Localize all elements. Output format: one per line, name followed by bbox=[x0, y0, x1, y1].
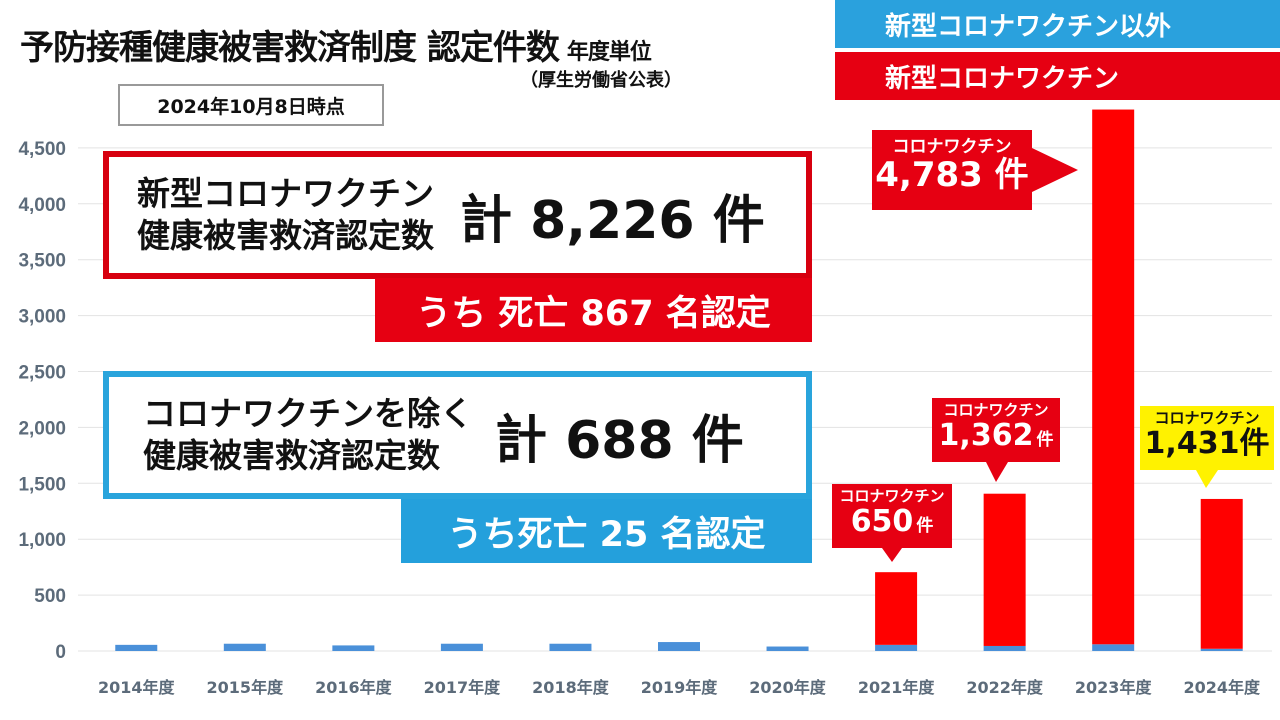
callout-2022: コロナワクチン 1,362 件 bbox=[932, 398, 1060, 462]
x-tick-label: 2014年度 bbox=[98, 678, 176, 697]
summary-covid-label-line2: 健康被害救済認定数 bbox=[137, 216, 434, 255]
callout-2024-label: コロナワクチン bbox=[1154, 409, 1260, 427]
summary-covid-total: 計 8,226 件 bbox=[460, 190, 765, 251]
x-tick-label: 2018年度 bbox=[532, 678, 610, 697]
callout-2022-value: 1,362 bbox=[938, 417, 1034, 453]
x-tick-label: 2015年度 bbox=[207, 678, 285, 697]
y-tick-label: 3,000 bbox=[18, 307, 66, 328]
legend-item-covid: 新型コロナワクチン bbox=[835, 52, 1280, 100]
x-tick-label: 2019年度 bbox=[641, 678, 719, 697]
x-tick-label: 2017年度 bbox=[424, 678, 502, 697]
callout-pointer-2022 bbox=[986, 462, 1008, 482]
summary-box-covid: 新型コロナワクチン 健康被害救済認定数 計 8,226 件 bbox=[103, 151, 812, 279]
bar-non-covid bbox=[1200, 648, 1243, 651]
summary-non-covid-label: コロナワクチンを除く 健康被害救済認定数 bbox=[143, 393, 473, 477]
x-axis-ticks: 2014年度 2015年度 2016年度 2017年度 2018年度 2019年度 2020… bbox=[98, 678, 1261, 697]
callout-2021-label: コロナワクチン bbox=[839, 487, 945, 505]
bar-covid bbox=[875, 572, 918, 645]
callout-2021-value: 650 bbox=[850, 503, 914, 539]
y-tick-label: 4,000 bbox=[18, 195, 66, 216]
summary-box-non-covid: コロナワクチンを除く 健康被害救済認定数 計 688 件 bbox=[103, 371, 812, 499]
callout-2021: コロナワクチン 650 件 bbox=[832, 484, 952, 548]
bar-non-covid bbox=[115, 644, 158, 651]
bars bbox=[115, 109, 1243, 651]
y-tick-label: 4,500 bbox=[18, 139, 66, 160]
callout-pointer-2023 bbox=[1032, 148, 1078, 192]
callout-2021-unit: 件 bbox=[916, 515, 934, 536]
bar-non-covid bbox=[658, 642, 700, 651]
bar-non-covid bbox=[440, 643, 483, 651]
callout-2023: コロナワクチン 4,783 件 bbox=[872, 130, 1032, 210]
callout-2023-label: コロナワクチン bbox=[892, 137, 1012, 157]
bar-covid bbox=[983, 493, 1026, 646]
summary-non-covid-label-line1: コロナワクチンを除く bbox=[143, 393, 473, 433]
callout-pointer-2024 bbox=[1196, 470, 1218, 488]
y-tick-label: 1,000 bbox=[18, 530, 66, 551]
y-tick-label: 2,000 bbox=[18, 418, 66, 439]
bar-non-covid bbox=[875, 644, 918, 651]
callout-2021-value-wrap: 650 件 bbox=[832, 505, 952, 538]
y-tick-label: 1,500 bbox=[18, 474, 66, 495]
bar-covid bbox=[1200, 498, 1243, 649]
x-tick-label: 2016年度 bbox=[315, 678, 393, 697]
summary-covid-label-line1: 新型コロナワクチン bbox=[137, 173, 434, 213]
callout-2024-value: 1,431件 bbox=[1144, 425, 1270, 461]
callout-2022-label: コロナワクチン bbox=[943, 401, 1049, 419]
chart-title-text: 予防接種健康被害救済制度 認定件数 bbox=[20, 28, 560, 68]
x-tick-label: 2022年度 bbox=[966, 678, 1044, 697]
callout-2024: コロナワクチン 1,431件 bbox=[1140, 406, 1274, 470]
chart-title-unit: 年度単位 bbox=[566, 40, 652, 65]
y-axis-ticks: 0 500 1,000 1,500 2,000 2,500 3,000 3,500 4,000 4… bbox=[18, 139, 66, 663]
summary-non-covid-total: 計 688 件 bbox=[495, 410, 744, 471]
bar-non-covid bbox=[983, 645, 1026, 651]
callout-2022-value-wrap: 1,362 件 bbox=[932, 419, 1060, 452]
callout-2022-unit: 件 bbox=[1036, 429, 1054, 450]
bar-non-covid bbox=[332, 645, 375, 651]
y-tick-label: 2,500 bbox=[18, 363, 66, 384]
summary-non-covid-deaths: うち死亡 25 名認定 bbox=[401, 499, 812, 563]
summary-covid-label: 新型コロナワクチン 健康被害救済認定数 bbox=[137, 173, 434, 257]
legend-item-non-covid: 新型コロナワクチン以外 bbox=[835, 0, 1280, 48]
bar-non-covid bbox=[766, 646, 809, 651]
summary-covid-deaths: うち 死亡 867 名認定 bbox=[375, 278, 812, 342]
x-tick-label: 2023年度 bbox=[1075, 678, 1153, 697]
bar-non-covid bbox=[549, 643, 592, 651]
bar-covid bbox=[1092, 109, 1135, 645]
callout-pointer-2021 bbox=[882, 548, 902, 562]
bar-non-covid bbox=[223, 643, 266, 651]
x-tick-label: 2024年度 bbox=[1183, 678, 1261, 697]
y-tick-label: 3,500 bbox=[18, 251, 66, 272]
callout-2023-value: 4,783 件 bbox=[875, 154, 1029, 195]
as-of-date-box: 2024年10月8日時点 bbox=[118, 84, 384, 126]
callout-pointers bbox=[882, 148, 1218, 562]
summary-non-covid-label-line2: 健康被害救済認定数 bbox=[143, 436, 440, 475]
chart-source: （厚生労働省公表） bbox=[520, 70, 682, 91]
bar-non-covid bbox=[1092, 644, 1135, 651]
y-tick-label: 500 bbox=[34, 586, 66, 607]
chart-title: 予防接種健康被害救済制度 認定件数 年度単位 bbox=[20, 20, 652, 69]
x-tick-label: 2020年度 bbox=[749, 678, 827, 697]
y-tick-label: 0 bbox=[55, 642, 66, 663]
x-tick-label: 2021年度 bbox=[858, 678, 936, 697]
